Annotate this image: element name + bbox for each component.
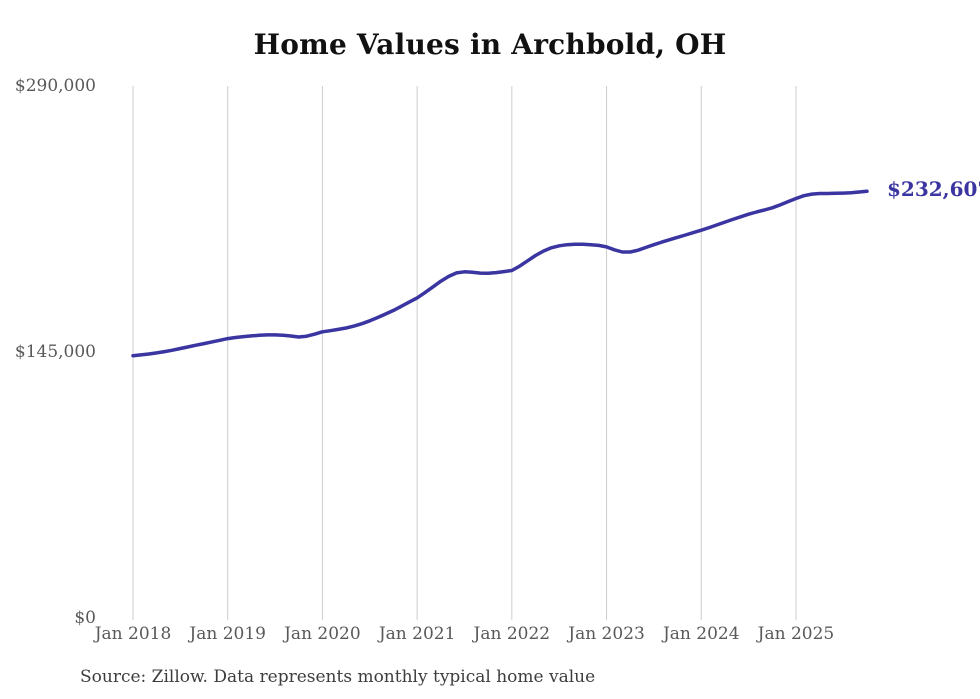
y-axis-tick-label: $0 bbox=[74, 608, 96, 628]
y-axis-tick-label: $290,000 bbox=[14, 76, 96, 96]
x-axis-tick-label: Jan 2025 bbox=[757, 624, 835, 644]
y-axis-tick-label: $145,000 bbox=[14, 342, 96, 362]
end-value-label: $232,607 bbox=[887, 177, 980, 202]
x-axis-tick-label: Jan 2024 bbox=[662, 624, 740, 644]
x-axis-tick-label: Jan 2022 bbox=[473, 624, 551, 644]
source-note: Source: Zillow. Data represents monthly … bbox=[80, 667, 596, 687]
chart-title: Home Values in Archbold, OH bbox=[253, 28, 727, 61]
x-axis-tick-label: Jan 2023 bbox=[568, 624, 645, 644]
x-axis-tick-label: Jan 2019 bbox=[189, 624, 266, 644]
x-axis-tick-label: Jan 2018 bbox=[94, 624, 172, 644]
x-axis-tick-label: Jan 2021 bbox=[378, 624, 456, 644]
x-axis-tick-label: Jan 2020 bbox=[284, 624, 361, 644]
home-value-series-line bbox=[131, 189, 869, 358]
